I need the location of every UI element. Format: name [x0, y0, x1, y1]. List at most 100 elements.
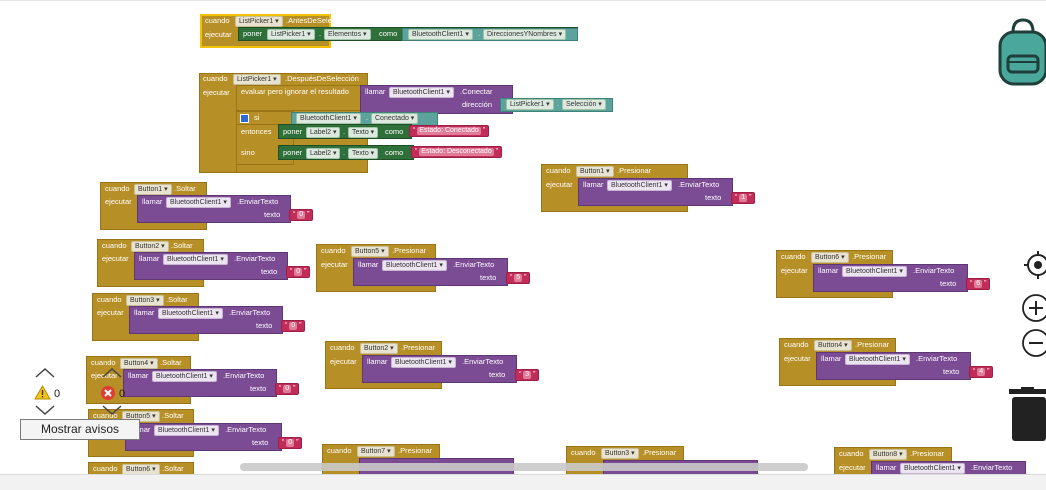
when-label: cuando [327, 446, 352, 455]
component-chip[interactable]: Label2 ▾ [306, 148, 341, 159]
text-string-block[interactable]: “ 0 ” [275, 383, 300, 395]
zoom-out-icon[interactable] [1020, 328, 1046, 358]
do-label: ejecutar [781, 266, 808, 275]
component-chip[interactable]: ListPicker1 ▾ [235, 16, 283, 27]
do-label: ejecutar [97, 308, 124, 317]
text-string-block[interactable]: “ 6 ” [966, 278, 991, 290]
trash-icon[interactable] [1008, 387, 1046, 443]
component-chip[interactable]: Button4 ▾ [120, 358, 158, 369]
component-chip[interactable]: Button1 ▾ [576, 166, 614, 177]
event-name: .Presionar [852, 252, 887, 261]
when-label: cuando [105, 184, 130, 193]
text-string-block[interactable]: “ 3 ” [515, 369, 540, 381]
property-chip[interactable]: Texto ▾ [348, 148, 379, 159]
text-string-block[interactable]: “ 0 ” [278, 437, 303, 449]
target-icon[interactable] [1022, 251, 1046, 279]
component-chip[interactable]: BluetoothClient1 ▾ [900, 463, 965, 474]
component-chip[interactable]: BluetoothClient1 ▾ [296, 113, 361, 124]
do-label: ejecutar [102, 254, 129, 263]
text-string-block[interactable]: “ 0 ” [289, 209, 314, 221]
chevron-down-icon[interactable] [101, 404, 123, 416]
warning-count: 0 [54, 388, 61, 400]
event-name: .Presionar [398, 446, 433, 455]
event-name: .Presionar [392, 246, 427, 255]
component-chip[interactable]: Button4 ▾ [814, 340, 852, 351]
when-label: cuando [546, 166, 571, 175]
when-label: cuando [203, 74, 228, 83]
component-chip[interactable]: BluetoothClient1 ▾ [607, 180, 672, 191]
method-name: .EnviarTexto [229, 308, 271, 317]
component-chip[interactable]: Label2 ▾ [306, 127, 341, 138]
component-chip[interactable]: Button5 ▾ [351, 246, 389, 257]
property-chip[interactable]: Selección ▾ [562, 99, 606, 110]
method-name: .EnviarTexto [971, 463, 1013, 472]
component-chip[interactable]: BluetoothClient1 ▾ [382, 260, 447, 271]
chevron-up-icon[interactable] [34, 367, 56, 379]
component-chip[interactable]: BluetoothClient1 ▾ [408, 29, 473, 40]
evaluate-but-ignore-label: evaluar pero ignorar el resultado [241, 87, 349, 96]
component-chip[interactable]: BluetoothClient1 ▾ [389, 87, 454, 98]
error-count: 0 [119, 388, 126, 400]
chevron-up-icon[interactable] [101, 367, 123, 379]
blocks-workspace[interactable]: cuando ListPicker1 ▾ .AntesDeSelección e… [0, 0, 1046, 475]
text-string-block[interactable]: “ Estado: Desconectado ” [411, 146, 502, 158]
method-name: .EnviarTexto [225, 425, 267, 434]
set-label: poner [243, 29, 263, 38]
component-chip[interactable]: ListPicker1 ▾ [506, 99, 554, 110]
else-label: sino [241, 148, 255, 157]
component-chip[interactable]: Button3 ▾ [126, 295, 164, 306]
text-string-block[interactable]: “ 0 ” [281, 320, 306, 332]
error-icon [101, 386, 115, 400]
text-string-block[interactable]: “ 5 ” [506, 272, 531, 284]
text-param-label: texto [264, 210, 281, 219]
text-string-block[interactable]: “ 1 ” [731, 192, 756, 204]
component-chip[interactable]: Button8 ▾ [869, 449, 907, 460]
property-chip[interactable]: DireccionesYNombres ▾ [483, 29, 567, 40]
horizontal-scrollbar[interactable] [240, 463, 808, 471]
mutator-gear-icon[interactable] [240, 114, 249, 123]
text-param-label: texto [252, 438, 269, 447]
set-label: poner [283, 127, 303, 136]
component-chip[interactable]: Button3 ▾ [601, 448, 639, 459]
zoom-in-icon[interactable] [1020, 293, 1046, 323]
call-label: llamar [139, 254, 160, 263]
text-string-block[interactable]: “ 0 ” [286, 266, 311, 278]
component-chip[interactable]: Button7 ▾ [357, 446, 395, 457]
component-chip[interactable]: BluetoothClient1 ▾ [163, 254, 228, 265]
component-chip[interactable]: Button2 ▾ [360, 343, 398, 354]
component-chip[interactable]: Button1 ▾ [134, 184, 172, 195]
component-chip[interactable]: BluetoothClient1 ▾ [154, 425, 219, 436]
component-chip[interactable]: Button2 ▾ [131, 241, 169, 252]
component-chip[interactable]: BluetoothClient1 ▾ [842, 266, 907, 277]
warning-icon [34, 385, 51, 400]
component-chip[interactable]: BluetoothClient1 ▾ [158, 308, 223, 319]
event-name: .Soltar [160, 358, 182, 367]
when-label: cuando [93, 411, 118, 420]
to-label: como [379, 29, 398, 38]
event-name: .Soltar [162, 411, 184, 420]
component-chip[interactable]: Button5 ▾ [122, 411, 160, 422]
show-warnings-button[interactable]: Mostrar avisos [20, 419, 140, 440]
event-name: .Soltar [162, 464, 184, 473]
component-chip[interactable]: BluetoothClient1 ▾ [152, 371, 217, 382]
text-string-block[interactable]: “ 4 ” [969, 366, 994, 378]
property-chip[interactable]: Elementos ▾ [324, 29, 371, 40]
call-label: llamar [818, 266, 839, 275]
component-chip[interactable]: Button6 ▾ [811, 252, 849, 263]
component-chip[interactable]: ListPicker1 ▾ [267, 29, 315, 40]
property-chip[interactable]: Texto ▾ [348, 127, 379, 138]
component-chip[interactable]: BluetoothClient1 ▾ [166, 197, 231, 208]
call-label: llamar [583, 180, 604, 189]
component-chip[interactable]: BluetoothClient1 ▾ [391, 357, 456, 368]
component-chip[interactable]: BluetoothClient1 ▾ [845, 354, 910, 365]
to-label: como [385, 148, 404, 157]
text-string-block[interactable]: “ Estado: Conectado ” [409, 125, 490, 137]
property-chip[interactable]: Conectado ▾ [371, 113, 419, 124]
bottom-bar [0, 474, 1046, 490]
when-label: cuando [97, 295, 122, 304]
backpack-icon[interactable] [997, 16, 1046, 86]
chevron-down-icon[interactable] [34, 404, 56, 416]
component-chip[interactable]: ListPicker1 ▾ [233, 74, 281, 85]
set-label: poner [283, 148, 303, 157]
when-label: cuando [784, 340, 809, 349]
